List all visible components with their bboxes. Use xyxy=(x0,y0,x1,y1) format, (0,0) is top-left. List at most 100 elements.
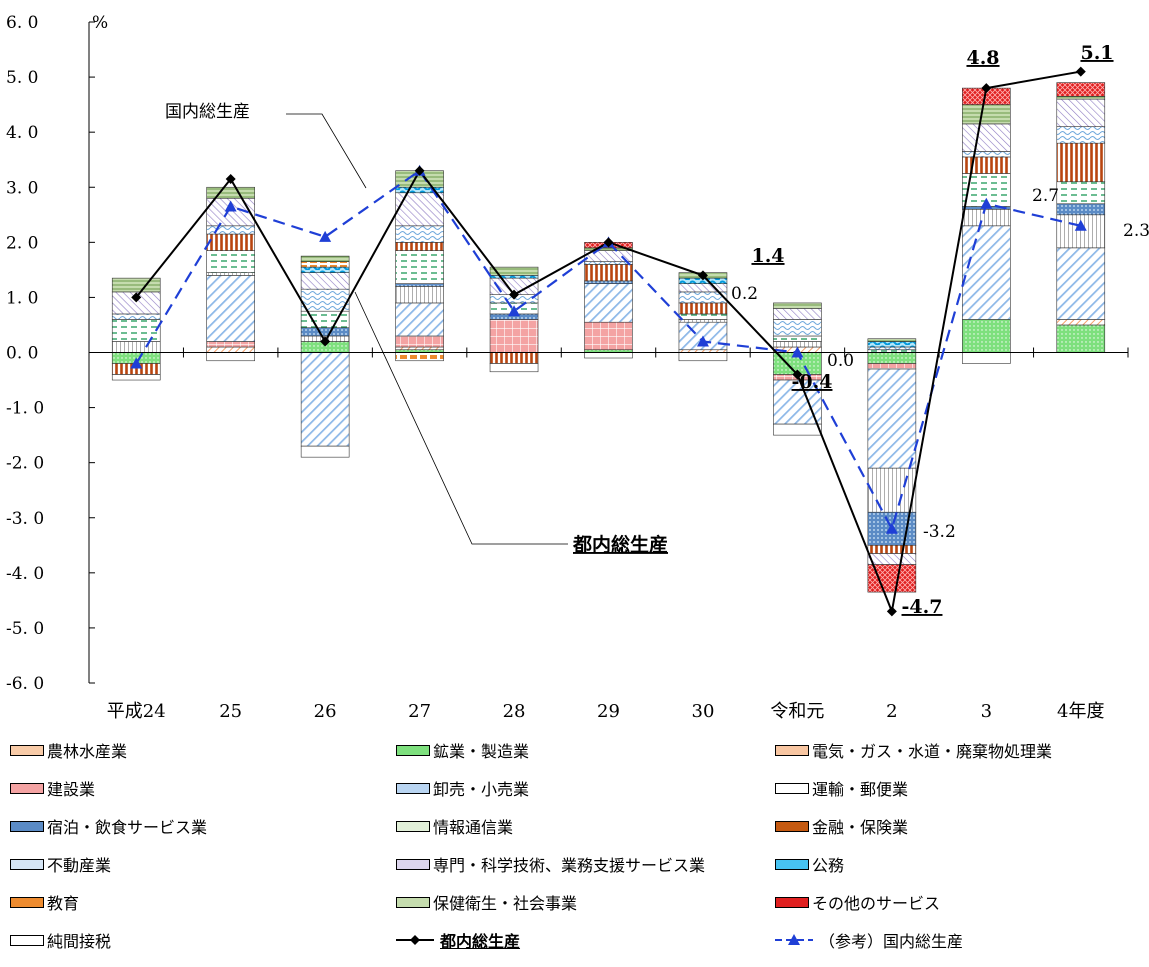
bar-segment xyxy=(773,423,822,436)
bar-segment xyxy=(1056,96,1106,100)
national-value-label: 0.2 xyxy=(731,284,758,304)
bar-segment xyxy=(867,338,917,342)
bar-segment xyxy=(962,156,1011,174)
legend-swatch xyxy=(396,782,430,794)
bar-segment xyxy=(206,341,255,348)
legend-item: 専門・科学技術、業務支援サービス業 xyxy=(396,852,705,876)
tokyo-gdp-annotation: 都内総生産 xyxy=(572,533,668,556)
legend-swatch xyxy=(775,744,809,756)
bar-segment xyxy=(206,233,255,251)
bar-segment xyxy=(678,313,728,320)
legend-label: 都内総生産 xyxy=(440,932,521,951)
tokyo-gdp-point xyxy=(414,165,425,176)
tokyo-gdp-point xyxy=(225,173,236,184)
y-tick-label: 6. 0 xyxy=(6,13,38,33)
y-tick-label: -5. 0 xyxy=(6,619,44,639)
national-gdp-point xyxy=(791,346,804,358)
annotation-leader xyxy=(354,291,568,545)
national-gdp-point xyxy=(885,522,898,534)
bar-segment xyxy=(489,275,539,279)
legend-label: （参考）国内総生産 xyxy=(819,932,964,951)
bar-segment xyxy=(395,335,444,348)
legend-label: 農林水産業 xyxy=(47,742,128,761)
bar-segment xyxy=(584,321,633,351)
x-tick-label: 28 xyxy=(503,701,526,722)
x-tick-label: 2 xyxy=(886,701,897,722)
y-tick-label: 3. 0 xyxy=(6,178,38,198)
tokyo-gdp-point xyxy=(131,292,142,303)
bar-segment xyxy=(111,313,161,320)
legend-label: 宿泊・飲食サービス業 xyxy=(47,818,208,837)
bar-segment xyxy=(584,264,633,282)
x-tick-label: 29 xyxy=(597,701,620,722)
legend-label: 不動産業 xyxy=(47,856,112,875)
legend-label: 純間接税 xyxy=(47,932,112,951)
national-value-label: 0.0 xyxy=(827,351,854,371)
x-tick-label: 3 xyxy=(981,701,992,722)
bar-segment xyxy=(962,104,1011,125)
y-tick-label: -2. 0 xyxy=(6,454,44,474)
bar-segment xyxy=(867,544,917,554)
national-line-swatch xyxy=(775,934,813,945)
legend-label: 運輸・郵便業 xyxy=(812,780,909,799)
x-tick-label: 25 xyxy=(219,701,242,722)
legend-item: 情報通信業 xyxy=(396,814,513,838)
bar-segment xyxy=(867,368,917,469)
tokyo-gdp-point xyxy=(792,369,803,380)
bar-segment xyxy=(300,255,350,262)
bar-segment xyxy=(678,302,728,315)
y-tick-label: 4. 0 xyxy=(6,123,38,143)
bar-segment xyxy=(867,363,917,370)
bar-segment xyxy=(584,280,633,284)
x-tick-label: 4年度 xyxy=(1057,701,1104,722)
legend-swatch xyxy=(10,744,44,756)
tokyo-line-swatch xyxy=(396,935,434,945)
bar-segment xyxy=(1056,181,1106,205)
bar-segment xyxy=(300,327,350,337)
bar-segment xyxy=(962,208,1011,227)
bar-segment xyxy=(395,286,444,304)
bar-segment xyxy=(300,288,350,312)
bar-segment xyxy=(300,445,350,458)
bar-segment xyxy=(1056,203,1106,216)
national-gdp-point xyxy=(980,197,993,209)
y-tick-label: -3. 0 xyxy=(6,509,44,529)
x-tick-label: 27 xyxy=(408,701,431,722)
bar-segment xyxy=(584,283,633,323)
legend-swatch xyxy=(10,820,44,832)
legend-item: 都内総生産 xyxy=(396,928,520,952)
legend-item: 公務 xyxy=(775,852,844,876)
legend-label: 公務 xyxy=(812,856,845,875)
legend-item: 純間接税 xyxy=(10,928,111,952)
bar-segment xyxy=(773,319,822,337)
bar-segment xyxy=(489,363,539,373)
bar-segment xyxy=(678,283,728,293)
tokyo-gdp-point xyxy=(509,289,520,300)
x-tick-label: 26 xyxy=(314,701,337,722)
legend-swatch xyxy=(775,782,809,794)
bar-segment xyxy=(1056,324,1106,353)
legend-item: 宿泊・飲食サービス業 xyxy=(10,814,207,838)
legend-swatch xyxy=(10,934,44,946)
legend-label: 卸売・小売業 xyxy=(433,780,530,799)
bar-segment xyxy=(395,352,444,362)
national-gdp-point xyxy=(696,335,709,347)
bar-segment xyxy=(962,123,1011,152)
bar-segment xyxy=(1056,214,1106,249)
legend-swatch xyxy=(396,820,430,832)
tokyo-gdp-point xyxy=(981,83,992,94)
tokyo-gdp-point xyxy=(603,237,614,248)
bar-segment xyxy=(1056,82,1106,97)
bar-segment xyxy=(300,272,350,290)
bar-segment xyxy=(206,272,255,276)
bar-segment xyxy=(395,225,444,243)
legend-swatch xyxy=(775,858,809,870)
tokyo-value-label: 1.4 xyxy=(751,245,784,267)
national-value-label: 2.7 xyxy=(1032,186,1059,206)
national-gdp-annotation: 国内総生産 xyxy=(165,102,250,122)
bar-segment xyxy=(395,346,444,351)
bar-segment xyxy=(1056,98,1106,127)
bar-segment xyxy=(111,341,161,353)
legend-label: 鉱業・製造業 xyxy=(433,742,530,761)
bar-segment xyxy=(867,352,917,364)
